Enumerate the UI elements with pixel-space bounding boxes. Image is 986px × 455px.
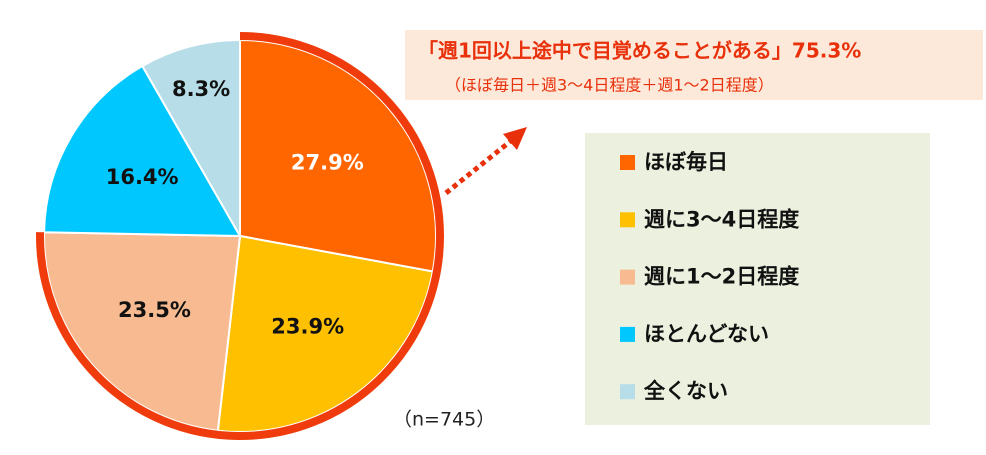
highlight-arc	[36, 32, 444, 440]
annotation-box	[405, 30, 983, 100]
value-label: 8.3%	[172, 77, 230, 101]
pie-slice	[216, 234, 434, 433]
legend-box	[585, 133, 930, 425]
pie-slice	[239, 38, 437, 273]
legend-label: ほぼ毎日	[644, 150, 728, 174]
value-label: 23.5%	[118, 298, 191, 322]
legend-swatch	[620, 384, 635, 400]
legend-swatch	[620, 326, 635, 342]
arrow-head	[503, 127, 527, 150]
legend-label: 全くない	[643, 379, 728, 403]
legend-label: 週に1～2日程度	[644, 265, 799, 289]
legend-swatch	[620, 269, 635, 285]
annotation: 「週1回以上途中で目覚めることがある」75.3%	[418, 39, 861, 63]
pie-slice	[140, 38, 241, 240]
value-label: 16.4%	[106, 165, 179, 189]
arrow-line	[444, 138, 514, 195]
value-label: 27.9%	[291, 150, 364, 174]
legend-swatch	[620, 212, 635, 228]
legend-label: ほとんどない	[644, 322, 769, 346]
value-label: 23.9%	[271, 314, 344, 338]
pie-slice	[43, 64, 242, 238]
legend-swatch	[620, 155, 635, 170]
legend-label: 週に3～4日程度	[644, 207, 799, 231]
sample-size: （n=745）	[393, 409, 495, 431]
annotation-note: （ほぼ毎日＋週3～4日程度＋週1～2日程度）	[445, 76, 774, 95]
pie-slice	[43, 231, 242, 432]
